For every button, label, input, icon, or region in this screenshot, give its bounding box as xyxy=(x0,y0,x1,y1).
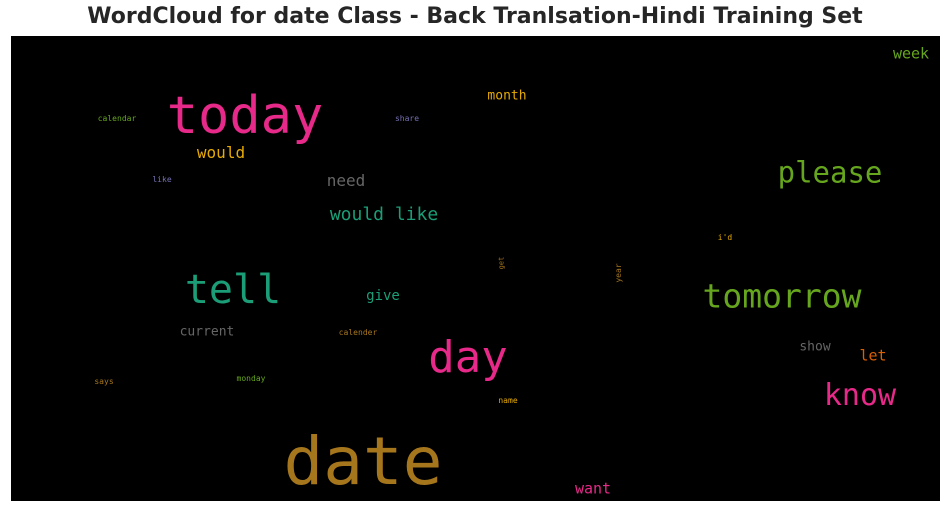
word-show: show xyxy=(799,339,831,355)
wordcloud-canvas: date today day tell tomorrow know please would … xyxy=(11,36,940,501)
word-month: month xyxy=(487,88,527,104)
word-day: day xyxy=(428,332,508,383)
word-name: name xyxy=(498,396,518,405)
word-know: know xyxy=(823,378,897,413)
word-need: need xyxy=(326,171,366,190)
word-date: date xyxy=(283,423,443,500)
word-current: current xyxy=(179,324,235,340)
word-today: today xyxy=(166,86,324,146)
word-tomorrow: tomorrow xyxy=(702,276,862,316)
word-get: get xyxy=(497,256,506,270)
word-please: please xyxy=(777,155,883,190)
word-want: want xyxy=(574,479,612,498)
word-i-d: i'd xyxy=(717,233,733,242)
word-let: let xyxy=(859,346,887,365)
chart-title: WordCloud for date Class - Back Tranlsat… xyxy=(87,4,863,29)
word-like: like xyxy=(152,175,172,184)
word-week: week xyxy=(892,44,930,63)
word-would-like: would like xyxy=(329,204,439,225)
word-share: share xyxy=(394,114,420,123)
word-give: give xyxy=(366,288,400,304)
word-says: says xyxy=(94,377,114,386)
word-calender: calender xyxy=(338,328,378,337)
word-tell: tell xyxy=(184,267,282,313)
word-would: would xyxy=(196,143,246,162)
word-year: year xyxy=(614,263,623,283)
word-calendar: calendar xyxy=(97,114,137,123)
word-monday: monday xyxy=(236,374,266,383)
